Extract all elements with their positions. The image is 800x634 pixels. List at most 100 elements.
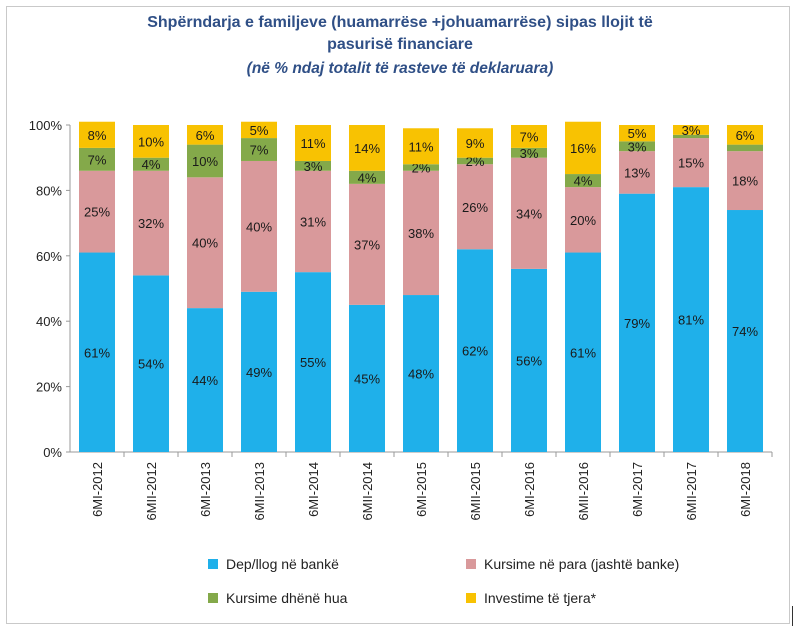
legend-swatch [208,559,218,569]
bar-segment [565,174,601,188]
bar-segment [187,177,223,309]
data-label: 31% [300,214,326,229]
data-label: 81% [678,313,704,328]
x-tick-label: 6MI-2018 [738,462,753,517]
bar-segment [457,157,493,165]
bar-segment [295,272,331,452]
data-label: 61% [570,345,596,360]
data-label: 62% [462,344,488,359]
chart-title-line-1: Shpërndarja e familjeve (huamarrëse +joh… [147,14,653,31]
x-tick-label: 6MII-2017 [684,462,699,521]
bar-segment [727,144,763,152]
bar-segment [511,147,547,158]
x-tick-label: 6MI-2012 [90,462,105,517]
x-tick-label: 6MI-2013 [198,462,213,517]
x-tick-label: 6MII-2014 [360,462,375,521]
data-label: 2% [466,154,485,169]
bar-segment [565,187,601,253]
data-label: 49% [246,365,272,380]
data-label: 8% [88,128,107,143]
data-label: 74% [732,324,758,339]
legend-item-kursime-para: Kursime në para (jashtë banke) [466,556,679,572]
data-label: 55% [300,355,326,370]
data-label: 54% [138,357,164,372]
bar-segment [457,128,493,158]
data-label: 11% [408,139,433,154]
data-label: 61% [84,345,110,360]
bar-segment [403,295,439,452]
data-label: 44% [192,373,218,388]
bar-segment [133,275,169,452]
bar-segment [79,121,115,148]
bar-segment [349,183,385,305]
data-label: 10% [138,134,164,149]
data-label: 2% [412,161,431,176]
bar-segment [133,170,169,276]
bar-segment [349,170,385,184]
bar-segment [187,125,223,145]
data-label: 3% [520,146,539,161]
data-label: 4% [142,157,161,172]
bar-segment [457,164,493,250]
legend-label: Kursime në para (jashtë banke) [484,556,680,572]
data-label: 9% [466,136,485,151]
data-label: 3% [304,159,323,174]
data-label: 14% [354,141,380,156]
data-label: 3% [628,139,647,154]
bar-segment [187,308,223,452]
bar-segment [619,141,655,152]
legend-item-dep-llog: Dep/llog në bankë [208,556,339,572]
data-label: 6% [736,128,755,143]
bar-segment [349,125,385,171]
bar-segment [619,151,655,194]
bar-segment [79,252,115,452]
bar-segment [511,157,547,269]
y-tick-label: 40% [36,314,62,329]
bar-segment [403,164,439,171]
y-tick-label: 100% [29,118,63,133]
legend-label: Dep/llog në bankë [226,556,339,572]
data-label: 13% [624,165,650,180]
bar-segment [295,170,331,273]
data-label: 32% [138,216,164,231]
y-tick-label: 60% [36,249,62,264]
x-tick-label: 6MII-2013 [252,462,267,521]
bar-segment [403,128,439,165]
legend-item-kursime-hua: Kursime dhënë hua [208,590,347,606]
legend-label: Investime të tjera* [484,590,597,606]
bar-segment [673,187,709,452]
edge-mark [792,606,793,626]
data-label: 5% [628,126,647,141]
bar-segment [295,125,331,161]
bar-segment [673,138,709,188]
legend-item-investime: Investime të tjera* [466,590,596,606]
x-tick-label: 6MII-2012 [144,462,159,521]
chart-subtitle: (në % ndaj totalit të rasteve të deklaru… [246,60,554,77]
data-label: 7% [88,152,107,167]
y-tick-label: 20% [36,380,62,395]
bar-segment [133,125,169,158]
data-label: 3% [682,123,701,138]
legend-swatch [466,559,476,569]
x-tick-label: 6MII-2015 [468,462,483,521]
bar-segment [133,157,169,171]
bar-segment [457,249,493,452]
bar-segment [241,160,277,292]
bar-segment [79,147,115,171]
data-label: 4% [358,170,377,185]
data-label: 45% [354,371,380,386]
bar-segment [187,144,223,178]
data-label: 5% [250,123,269,138]
data-label: 48% [408,367,434,382]
data-label: 79% [624,316,650,331]
bar-segment [727,151,763,211]
legend-swatch [208,593,218,603]
x-tick-label: 6MI-2015 [414,462,429,517]
x-tick-label: 6MI-2014 [306,462,321,517]
data-label: 16% [570,141,596,156]
bar-segment [619,193,655,453]
chart-title-line-2: pasurisë financiare [327,36,473,53]
data-label: 25% [84,205,110,220]
data-label: 34% [516,206,542,221]
data-label: 26% [462,200,488,215]
